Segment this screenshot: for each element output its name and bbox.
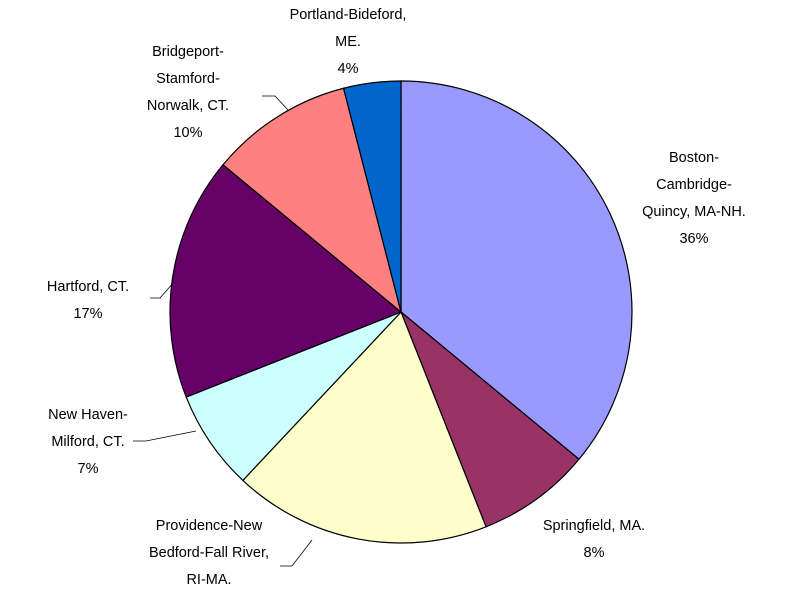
pie-slice: [400, 80, 633, 461]
slice-label: Springfield, MA. 8%: [543, 513, 645, 567]
leader-lines: [133, 95, 313, 567]
leader-line: [280, 539, 313, 567]
category-label: Hartford, CT.: [46, 279, 130, 295]
leader-line: [150, 281, 175, 299]
pie-slice: [169, 163, 403, 398]
leader-line: [133, 430, 197, 442]
value-label: 10%: [173, 125, 203, 141]
value-label: 8%: [583, 545, 605, 561]
category-label: Portland-Bideford, ME.: [289, 7, 407, 50]
leader-line: [262, 95, 289, 111]
category-label: New Haven- Milford, CT.: [48, 407, 128, 450]
slice-label: Bridgeport- Stamford- Norwalk, CT. 10%: [147, 39, 229, 147]
category-label: Bridgeport- Stamford- Norwalk, CT.: [146, 44, 230, 114]
category-label: Springfield, MA.: [542, 518, 646, 534]
value-label: 7%: [77, 461, 99, 477]
category-label: Boston-Cambridge- Quincy, MA-NH.: [642, 150, 746, 220]
category-label: Providence-New Bedford-Fall River, RI-MA…: [148, 518, 270, 588]
slice-label: New Haven- Milford, CT. 7%: [48, 402, 128, 483]
slice-label: Hartford, CT. 17%: [47, 274, 129, 328]
slice-label: Portland-Bideford, ME. 4%: [290, 2, 407, 83]
pie-slice: [242, 310, 487, 544]
slice-label: Boston-Cambridge- Quincy, MA-NH. 36%: [637, 145, 752, 253]
value-label: 4%: [337, 61, 359, 77]
pie-slice: [400, 311, 580, 528]
pie-slice: [342, 80, 402, 313]
value-label: 36%: [679, 231, 709, 247]
value-label: 17%: [73, 306, 103, 322]
pie-slice: [222, 87, 403, 314]
slice-label: Providence-New Bedford-Fall River, RI-MA…: [149, 513, 269, 594]
pie-slice: [185, 311, 402, 482]
